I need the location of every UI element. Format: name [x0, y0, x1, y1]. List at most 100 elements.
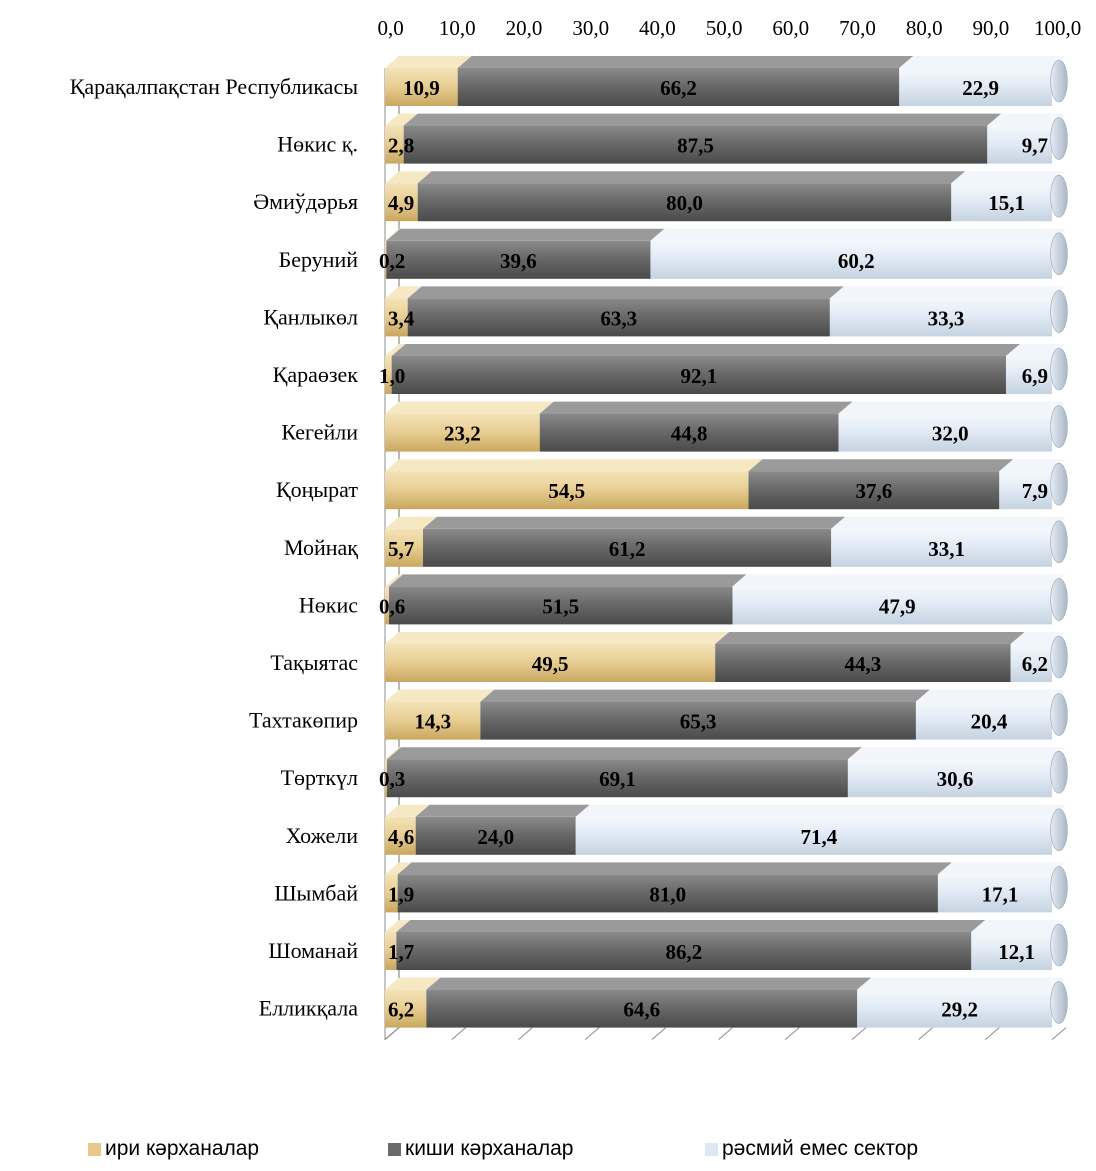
bar-segment	[857, 977, 1066, 1028]
category-label: Қараөзек	[273, 362, 359, 387]
bar-segment	[385, 804, 430, 855]
bar-segment	[385, 920, 411, 970]
bar-segment	[415, 804, 590, 855]
bar-segment	[847, 747, 1066, 798]
bar-segment	[385, 459, 763, 510]
bar-segment	[899, 56, 1066, 106]
bar-end-cap	[1050, 117, 1068, 160]
tick-label: 0,0	[377, 16, 403, 40]
bar-segment	[1005, 344, 1066, 394]
tick-mark	[384, 1027, 400, 1040]
value-label: 0,2	[379, 249, 405, 273]
value-label: 60,2	[838, 249, 875, 273]
bar-segment	[385, 747, 402, 798]
bar-segment	[480, 689, 930, 740]
legend-label-small: киши кәрханалар	[405, 1137, 574, 1160]
tick-label: 100,0	[1034, 16, 1081, 40]
bar-segment	[385, 228, 401, 279]
value-label: 14,3	[414, 710, 451, 734]
bar-segment	[915, 689, 1066, 740]
value-label: 17,1	[982, 882, 1019, 906]
bar-segment	[385, 574, 404, 625]
labels-layer: Қарақалпақстан Республикасы 10,9 66,2 22,9 Н…	[70, 74, 1048, 1022]
value-label: 49,5	[532, 652, 569, 676]
bar-end-cap	[1050, 520, 1068, 564]
value-label: 61,2	[609, 537, 646, 561]
bar-segment	[951, 171, 1066, 222]
bar-segment	[385, 171, 432, 222]
value-label: 64,6	[623, 998, 660, 1022]
bar-segment	[385, 56, 472, 106]
legend: ири кәрханалар киши кәрханалар рәсмий ем…	[0, 1137, 1096, 1167]
category-label: Шоманай	[268, 938, 358, 963]
bar-segment	[391, 344, 1020, 394]
value-label: 1,0	[379, 364, 405, 388]
legend-label-informal: рәсмий емес сектор	[722, 1137, 919, 1160]
bar-end-cap	[1050, 635, 1068, 679]
bar-end-cap	[1050, 232, 1068, 276]
bar-segment	[838, 401, 1066, 452]
category-label: Қарақалпақстан Республикасы	[70, 74, 359, 99]
bar-segment	[403, 113, 1002, 164]
category-label: Мойнақ	[284, 535, 358, 560]
value-label: 39,6	[500, 249, 537, 273]
bar-segment	[426, 977, 872, 1028]
value-label: 37,6	[856, 479, 893, 503]
bar-segment	[386, 228, 665, 279]
value-label: 29,2	[941, 998, 978, 1022]
tick-label: 60,0	[772, 16, 809, 40]
value-label: 33,1	[928, 537, 965, 561]
bar-segment	[650, 228, 1066, 279]
bar-segment	[417, 171, 966, 222]
category-label: Хожели	[286, 823, 359, 848]
value-label: 5,7	[388, 537, 414, 561]
bar-end-cap	[1050, 866, 1068, 909]
bar-segment	[407, 286, 844, 337]
bar-end-cap	[1050, 981, 1068, 1024]
bar-segment	[385, 977, 441, 1028]
tick-mark	[851, 1027, 867, 1040]
bar-segment	[732, 574, 1066, 625]
bar-segment	[385, 689, 495, 740]
category-label: Елликқала	[259, 996, 358, 1021]
value-label: 65,3	[680, 710, 717, 734]
value-label: 20,4	[971, 710, 1008, 734]
tick-mark	[518, 1027, 533, 1040]
tick-label: 10,0	[439, 16, 476, 40]
tick-label: 20,0	[506, 16, 543, 40]
value-label: 1,7	[388, 940, 414, 964]
bar-end-cap	[1050, 808, 1068, 852]
bar-end-cap	[1050, 290, 1068, 333]
bar-segment	[385, 632, 730, 682]
value-label: 24,0	[477, 825, 514, 849]
bar-segment	[396, 920, 986, 970]
value-label: 32,0	[932, 422, 969, 446]
bar-segment	[397, 862, 952, 913]
value-label: 69,1	[599, 767, 636, 791]
tick-mark	[651, 1027, 667, 1040]
tick-label: 40,0	[639, 16, 676, 40]
value-label: 0,3	[379, 767, 405, 791]
stacked-bar-chart: 0,0 10,0 20,0 30,0 40,0 50,0 60,0 70,0 80,0 90,0 1…	[70, 16, 1081, 1041]
category-label: Қоңырат	[276, 477, 358, 502]
bar-end-cap	[1050, 693, 1068, 736]
bar-end-cap	[1050, 923, 1068, 967]
tick-mark	[584, 1027, 600, 1040]
bar-segment	[829, 286, 1066, 337]
value-label: 30,6	[937, 767, 974, 791]
value-label: 7,9	[1022, 479, 1048, 503]
legend-item-large: ири кәрханалар	[88, 1137, 259, 1161]
bar-end-cap	[1050, 405, 1068, 448]
value-label: 23,2	[444, 422, 481, 446]
bar-segment	[1010, 632, 1066, 682]
bar-end-cap	[1050, 59, 1068, 103]
bar-end-cap	[1050, 174, 1068, 218]
tick-mark	[784, 1027, 800, 1040]
value-label: 4,6	[388, 825, 414, 849]
tick-label: 50,0	[706, 16, 743, 40]
category-label: Қанлыкөл	[263, 304, 358, 329]
tick-label: 30,0	[572, 16, 609, 40]
bar-end-cap	[1050, 462, 1068, 506]
bars-layer	[385, 56, 1068, 1028]
bar-segment	[971, 920, 1066, 970]
